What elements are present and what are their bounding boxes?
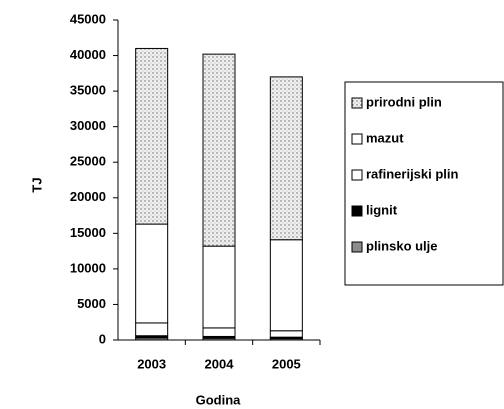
bar-segment: [269, 330, 303, 338]
legend-box: [344, 81, 504, 286]
y-tick-label: 15000: [70, 225, 106, 240]
legend-swatch: [351, 97, 363, 109]
x-axis-label: Godina: [196, 392, 242, 407]
legend-label: rafinerijski plin: [366, 166, 459, 181]
bar-segment: [135, 47, 169, 225]
legend-swatch: [351, 241, 363, 253]
x-tick-label: 2005: [272, 356, 301, 371]
bar-segment: [202, 245, 236, 329]
y-tick-label: 45000: [70, 11, 106, 26]
y-tick-label: 25000: [70, 154, 106, 169]
x-tick-label: 2003: [137, 356, 166, 371]
y-tick-label: 40000: [70, 47, 106, 62]
y-tick-label: 5000: [77, 296, 106, 311]
bar-segment: [135, 322, 169, 337]
bar-segment: [135, 223, 169, 324]
y-tick-label: 20000: [70, 189, 106, 204]
y-tick-label: 0: [99, 331, 106, 346]
legend-label: lignit: [366, 202, 398, 217]
bar-segment: [269, 76, 303, 241]
bar-segment: [202, 53, 236, 247]
legend-label: prirodni plin: [366, 94, 442, 109]
y-tick-label: 30000: [70, 118, 106, 133]
x-tick-label: 2004: [205, 356, 235, 371]
y-tick-label: 10000: [70, 260, 106, 275]
y-axis-label: TJ: [29, 177, 44, 192]
legend-swatch: [351, 133, 363, 145]
bar-segment: [202, 327, 236, 337]
bar-segment: [269, 239, 303, 332]
y-tick-label: 35000: [70, 83, 106, 98]
legend-swatch: [351, 169, 363, 181]
legend-label: plinsko ulje: [366, 238, 438, 253]
legend-label: mazut: [366, 130, 404, 145]
legend-swatch: [351, 205, 363, 217]
